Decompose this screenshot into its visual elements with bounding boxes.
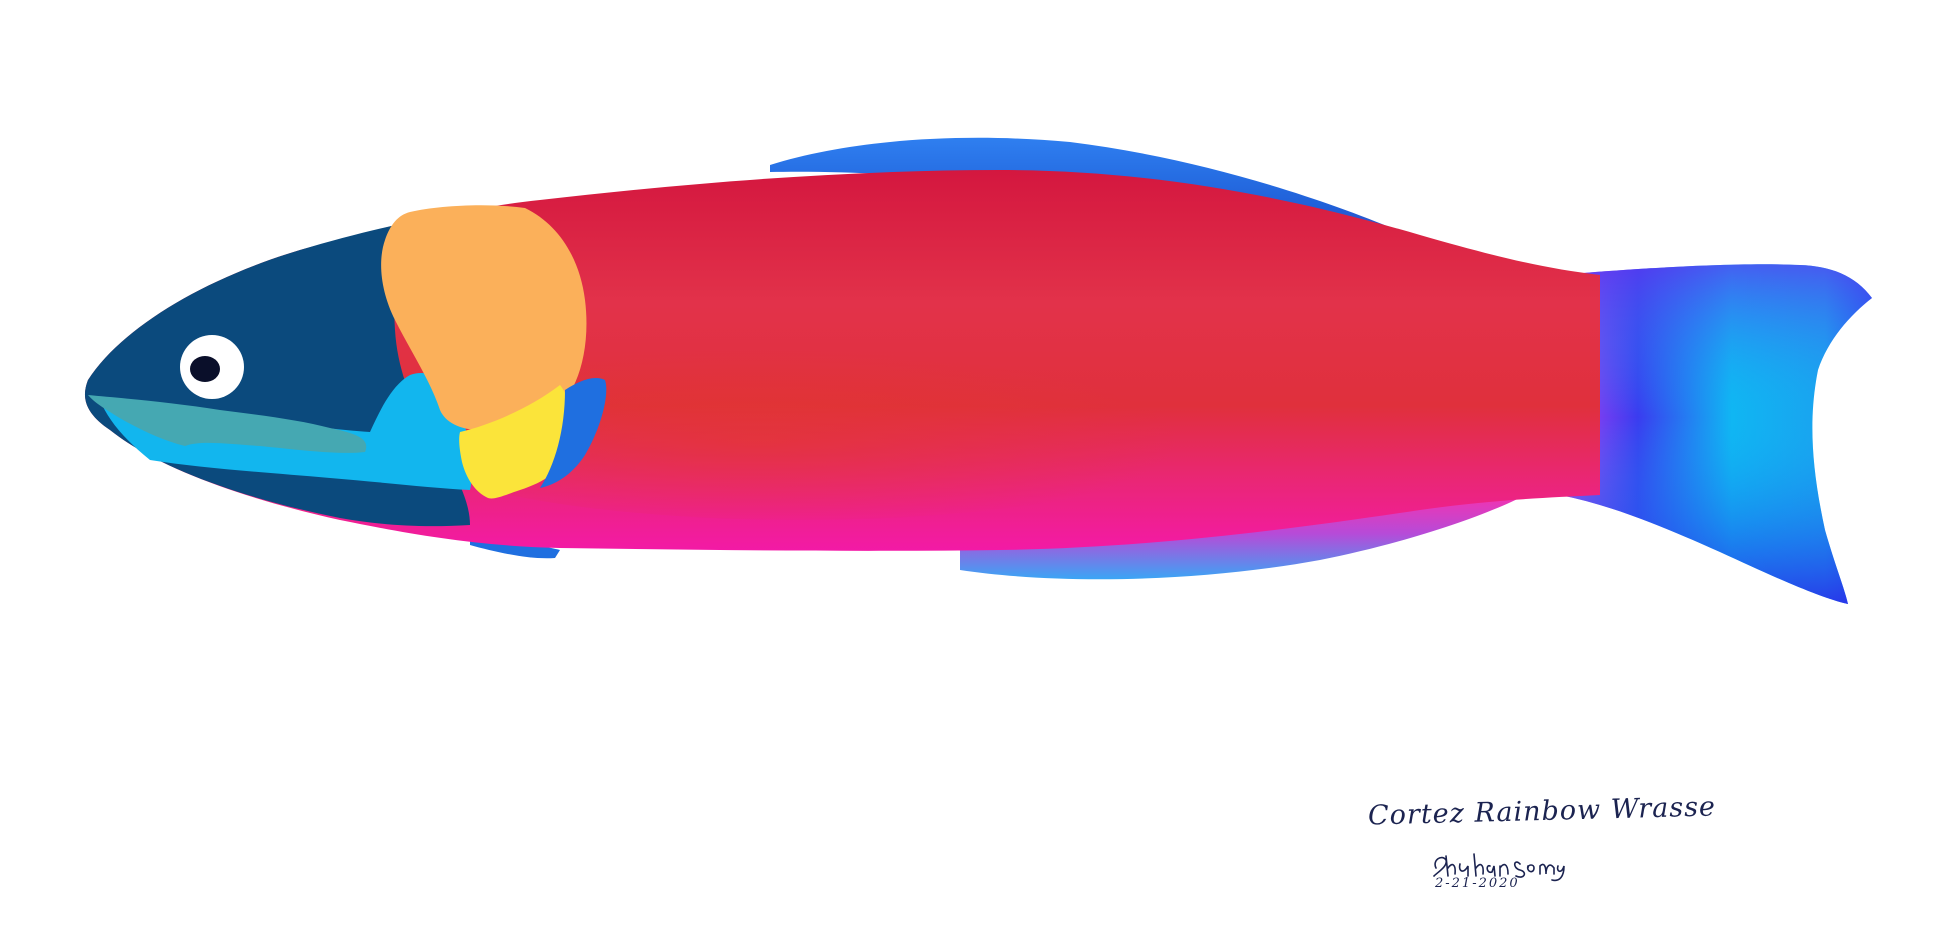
eye-pupil <box>190 356 220 382</box>
pectoral-fin <box>540 378 607 488</box>
gill-orange <box>381 205 587 430</box>
gill-yellow <box>459 385 573 499</box>
handwritten-signature <box>1433 853 1565 882</box>
cheek-teal <box>88 395 367 453</box>
artwork-date: 2-21-2020 <box>1435 876 1520 891</box>
